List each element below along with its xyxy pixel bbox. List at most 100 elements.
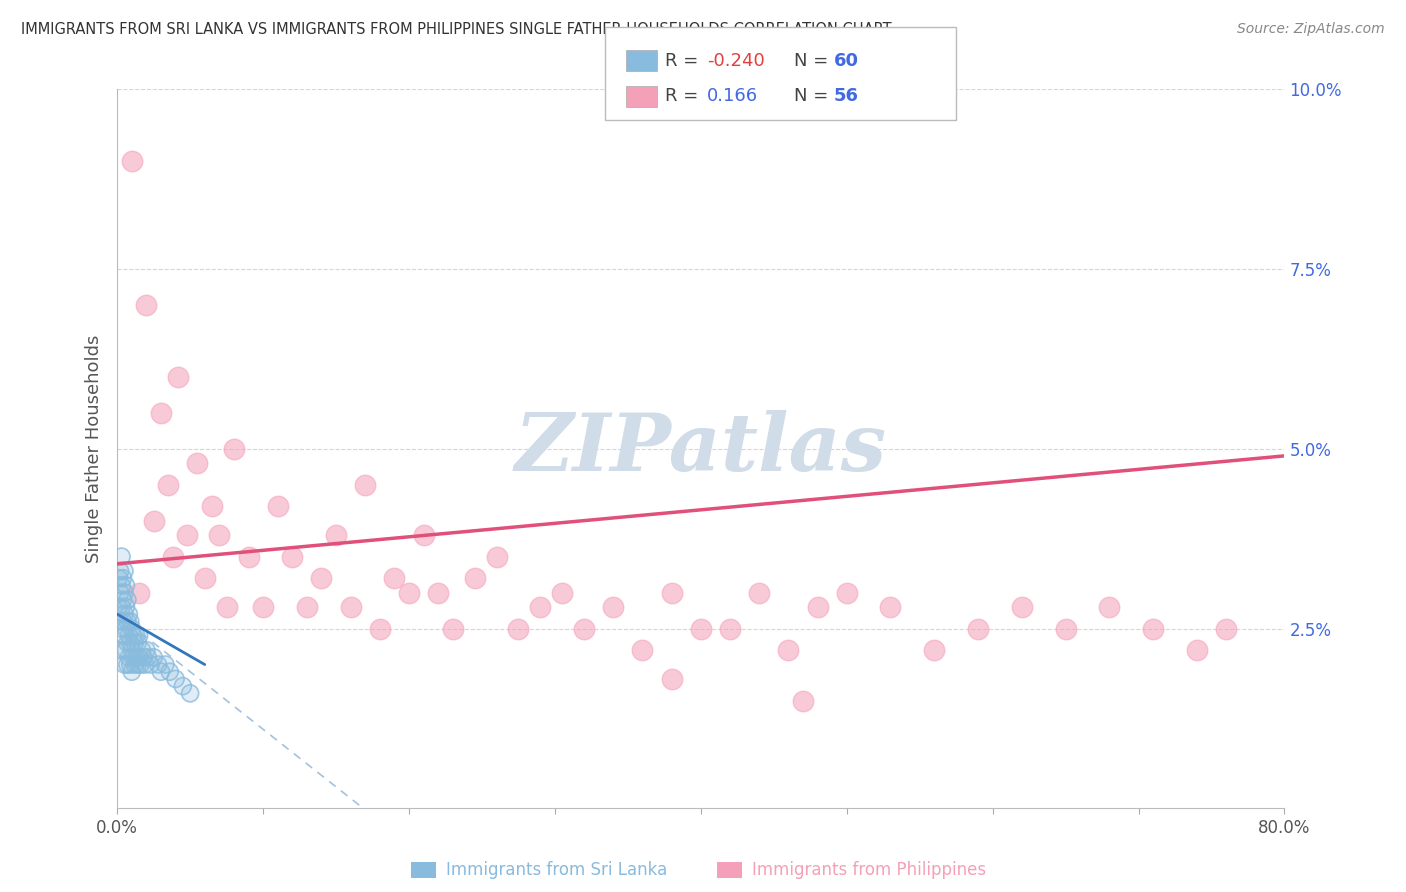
Text: Source: ZipAtlas.com: Source: ZipAtlas.com — [1237, 22, 1385, 37]
Point — [114, 564, 136, 578]
Point — [118, 607, 141, 622]
Y-axis label: Single Father Households: Single Father Households — [86, 334, 103, 563]
Point — [118, 629, 141, 643]
Point — [117, 592, 139, 607]
Point — [139, 657, 162, 672]
Point — [108, 564, 131, 578]
Point — [115, 599, 138, 614]
Point — [339, 599, 361, 614]
Point — [121, 643, 143, 657]
Point — [155, 657, 177, 672]
Text: 0.166: 0.166 — [707, 87, 758, 105]
Point — [134, 657, 156, 672]
Point — [112, 571, 135, 585]
Point — [464, 571, 486, 585]
Point — [131, 643, 153, 657]
Point — [172, 679, 194, 693]
Point — [661, 585, 683, 599]
Point — [1142, 622, 1164, 636]
Point — [368, 622, 391, 636]
Point — [110, 622, 132, 636]
Point — [208, 528, 231, 542]
Point — [201, 500, 224, 514]
Point — [114, 629, 136, 643]
Point — [1054, 622, 1077, 636]
Point — [412, 528, 434, 542]
Point — [124, 636, 146, 650]
Point — [325, 528, 347, 542]
Point — [118, 629, 141, 643]
Point — [115, 578, 138, 592]
Point — [121, 153, 143, 168]
Point — [132, 650, 155, 665]
Point — [172, 679, 194, 693]
Point — [572, 622, 595, 636]
Point — [1098, 599, 1121, 614]
Point — [128, 650, 150, 665]
Point — [110, 549, 132, 564]
Point — [107, 599, 129, 614]
Point — [136, 650, 159, 665]
Point — [146, 657, 169, 672]
Text: 56: 56 — [834, 87, 859, 105]
Point — [112, 615, 135, 629]
Point — [354, 477, 377, 491]
Point — [114, 657, 136, 672]
Text: R =: R = — [665, 52, 704, 70]
Point — [806, 599, 828, 614]
Point — [125, 650, 148, 665]
Point — [114, 607, 136, 622]
Point — [120, 615, 142, 629]
Point — [179, 686, 201, 700]
Point — [441, 622, 464, 636]
Text: Immigrants from Philippines: Immigrants from Philippines — [752, 861, 987, 879]
Point — [121, 643, 143, 657]
Point — [124, 636, 146, 650]
Point — [120, 636, 142, 650]
Point — [114, 585, 136, 599]
Point — [485, 549, 508, 564]
Point — [149, 406, 172, 420]
Point — [398, 585, 420, 599]
Point — [311, 571, 333, 585]
Point — [121, 665, 143, 679]
Point — [125, 629, 148, 643]
Point — [176, 528, 198, 542]
Point — [108, 564, 131, 578]
Point — [295, 599, 318, 614]
Text: Immigrants from Sri Lanka: Immigrants from Sri Lanka — [446, 861, 666, 879]
Point — [252, 599, 274, 614]
Point — [135, 643, 157, 657]
Point — [120, 636, 142, 650]
Point — [115, 643, 138, 657]
Point — [122, 629, 145, 643]
Point — [661, 672, 683, 686]
Point — [117, 615, 139, 629]
Point — [508, 622, 530, 636]
Point — [115, 578, 138, 592]
Point — [110, 549, 132, 564]
Point — [165, 672, 187, 686]
Point — [108, 585, 131, 599]
Point — [120, 657, 142, 672]
Point — [114, 657, 136, 672]
Point — [281, 549, 304, 564]
Point — [107, 571, 129, 585]
Point — [125, 629, 148, 643]
Point — [110, 599, 132, 614]
Point — [186, 456, 208, 470]
Text: IMMIGRANTS FROM SRI LANKA VS IMMIGRANTS FROM PHILIPPINES SINGLE FATHER HOUSEHOLD: IMMIGRANTS FROM SRI LANKA VS IMMIGRANTS … — [21, 22, 891, 37]
Point — [115, 643, 138, 657]
Point — [967, 622, 990, 636]
Point — [117, 636, 139, 650]
Point — [631, 643, 654, 657]
Point — [384, 571, 406, 585]
Point — [266, 500, 288, 514]
Point — [718, 622, 741, 636]
Point — [159, 665, 181, 679]
Point — [149, 665, 172, 679]
Point — [194, 571, 217, 585]
Point — [879, 599, 901, 614]
Point — [121, 622, 143, 636]
Point — [122, 650, 145, 665]
